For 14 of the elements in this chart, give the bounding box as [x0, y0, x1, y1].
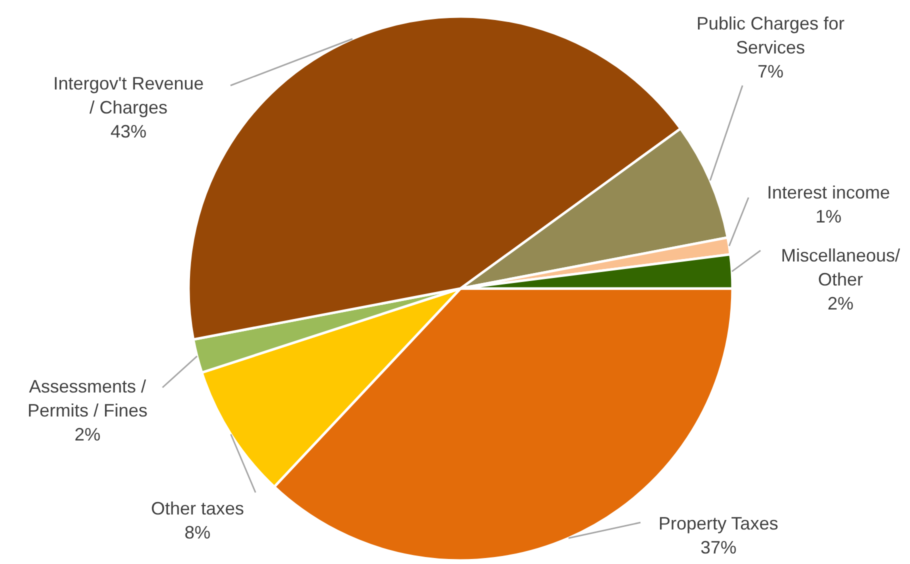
slice-label: Public Charges for Services — [696, 14, 845, 58]
data-label: 37% — [700, 538, 737, 558]
slice-label: Assessments / Permits / Fines — [27, 376, 148, 420]
slice-label: Interest income — [766, 182, 890, 202]
slice-label: Property Taxes — [658, 514, 778, 534]
slice-label: Other taxes — [150, 498, 244, 518]
data-label: 2% — [74, 424, 101, 444]
slice-label: Miscellaneous/ Other — [780, 246, 900, 290]
data-label: 43% — [110, 122, 147, 142]
slice-label: Intergov't Revenue / Charges — [53, 74, 204, 118]
data-label: 8% — [184, 522, 211, 542]
data-label: 1% — [815, 206, 842, 226]
data-label: 2% — [827, 294, 854, 314]
data-label: 7% — [757, 62, 784, 82]
